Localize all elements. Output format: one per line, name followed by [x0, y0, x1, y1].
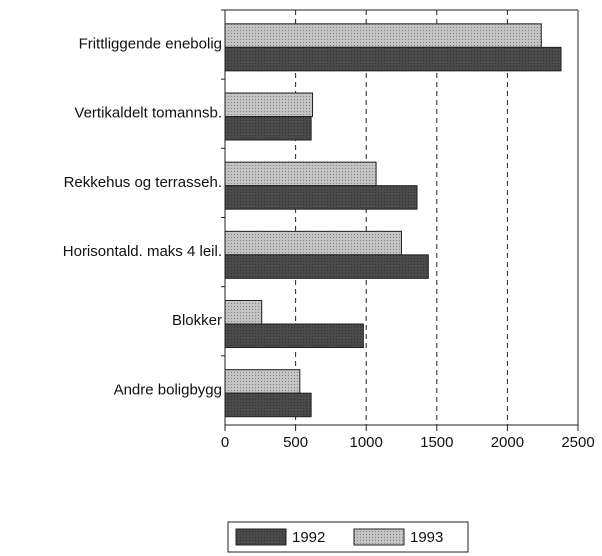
- y-tick-label: Frittliggende enebolig: [79, 36, 222, 53]
- legend-texture: [354, 529, 404, 545]
- bar-texture: [225, 254, 429, 279]
- legend-box: [227, 521, 469, 553]
- y-tick-label: Blokker: [172, 312, 222, 329]
- y-tick-label: Vertikaldelt tomannsb.: [74, 105, 222, 122]
- x-tick-label: 2000: [491, 434, 524, 451]
- y-tick-label: Rekkehus og terrasseh.: [64, 174, 222, 191]
- bar-texture: [225, 116, 312, 141]
- x-tick-label: 1500: [420, 434, 453, 451]
- bar-texture: [225, 23, 542, 48]
- x-tick-label: 2500: [561, 434, 594, 451]
- legend-label: 1992: [292, 529, 325, 546]
- legend-label: 1993: [410, 529, 443, 546]
- y-tick-label: Horisontald. maks 4 leil.: [63, 243, 222, 260]
- y-tick-label: Andre boligbygg: [114, 381, 222, 398]
- bar-texture: [225, 324, 364, 348]
- bar-texture: [225, 231, 402, 255]
- bar-texture: [225, 93, 313, 117]
- bar-texture: [225, 393, 312, 417]
- x-tick-label: 0: [221, 434, 229, 451]
- bar-texture: [225, 369, 300, 394]
- bar-texture: [225, 47, 562, 71]
- x-tick-label: 500: [283, 434, 308, 451]
- bar-texture: [225, 162, 377, 186]
- bar-texture: [225, 185, 418, 210]
- x-tick-label: 1000: [350, 434, 383, 451]
- legend-texture: [236, 529, 286, 545]
- bar-texture: [225, 300, 262, 325]
